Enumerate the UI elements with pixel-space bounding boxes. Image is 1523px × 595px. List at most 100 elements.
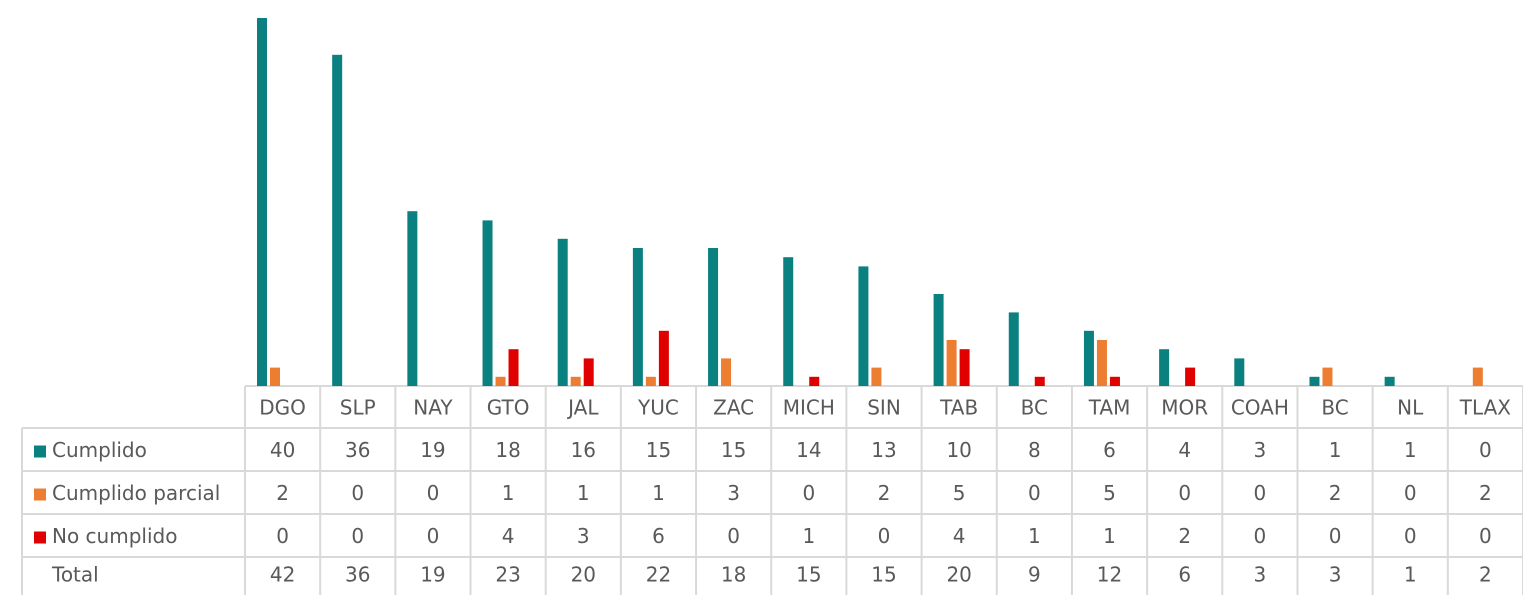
bar [809, 376, 820, 386]
table-value: 6 [652, 524, 665, 548]
table-value: 0 [727, 524, 740, 548]
total-value: 1 [1404, 563, 1417, 587]
bar [1008, 312, 1019, 386]
bar [495, 376, 506, 386]
category-label: TAM [1088, 396, 1131, 420]
legend-label: Cumplido parcial [52, 481, 220, 505]
bar [871, 367, 882, 386]
total-value: 20 [571, 563, 596, 587]
category-label: MOR [1161, 396, 1208, 420]
bar [407, 211, 418, 386]
category-label: BC [1021, 396, 1048, 420]
table-value: 0 [351, 524, 364, 548]
bar [658, 330, 669, 386]
table-value: 8 [1028, 438, 1041, 462]
legend-swatch [34, 488, 46, 501]
bar [1234, 358, 1245, 386]
category-label: SIN [867, 396, 901, 420]
table-value: 19 [420, 438, 445, 462]
table-value: 14 [796, 438, 821, 462]
bar [557, 238, 568, 386]
bar [257, 18, 267, 386]
bar [933, 294, 944, 386]
total-value: 3 [1329, 563, 1342, 587]
table-value: 0 [802, 481, 815, 505]
table-value: 0 [1404, 481, 1417, 505]
table-value: 0 [427, 524, 440, 548]
legend-label: Cumplido [52, 438, 147, 462]
bar [946, 340, 957, 386]
table-value: 1 [1404, 438, 1417, 462]
category-label: NAY [413, 396, 453, 420]
bar [1322, 367, 1333, 386]
table-value: 0 [1254, 524, 1267, 548]
bar [1384, 376, 1395, 386]
total-value: 19 [420, 563, 445, 587]
table-value: 3 [727, 481, 740, 505]
table-value: 0 [427, 481, 440, 505]
table-value: 4 [502, 524, 515, 548]
total-value: 42 [270, 563, 295, 587]
bar [482, 220, 493, 386]
bar [1034, 376, 1045, 386]
table-value: 0 [1028, 481, 1041, 505]
bar [583, 358, 594, 386]
table-value: 15 [646, 438, 671, 462]
category-label: TLAX [1459, 396, 1512, 420]
table-value: 0 [1479, 438, 1492, 462]
table-value: 13 [871, 438, 896, 462]
legend-swatch [34, 445, 46, 458]
table-value: 4 [953, 524, 966, 548]
table-value: 2 [276, 481, 289, 505]
category-label: ZAC [713, 396, 754, 420]
table-value: 1 [652, 481, 665, 505]
table-value: 0 [1178, 481, 1191, 505]
table-value: 10 [946, 438, 971, 462]
total-value: 15 [796, 563, 821, 587]
table-value: 1 [1103, 524, 1116, 548]
table-value: 1 [502, 481, 515, 505]
bar [270, 367, 280, 386]
bar [783, 257, 794, 386]
total-value: 36 [345, 563, 370, 587]
category-label: GTO [487, 396, 530, 420]
total-value: 12 [1097, 563, 1122, 587]
table-value: 5 [953, 481, 966, 505]
bar [1159, 349, 1170, 386]
table-value: 0 [1404, 524, 1417, 548]
category-label: MICH [783, 396, 835, 420]
category-label: COAH [1231, 396, 1289, 420]
table-value: 3 [577, 524, 590, 548]
table-value: 18 [495, 438, 520, 462]
table-value: 0 [351, 481, 364, 505]
total-label: Total [51, 563, 99, 587]
table-value: 40 [270, 438, 295, 462]
table-value: 1 [1028, 524, 1041, 548]
category-label: DGO [259, 396, 306, 420]
table-value: 16 [571, 438, 596, 462]
table-value: 3 [1254, 438, 1267, 462]
table-value: 0 [1479, 524, 1492, 548]
total-value: 15 [871, 563, 896, 587]
legend-label: No cumplido [52, 524, 177, 548]
bar [570, 376, 581, 386]
table-value: 36 [345, 438, 370, 462]
table-value: 4 [1178, 438, 1191, 462]
total-value: 2 [1479, 563, 1492, 587]
table-value: 0 [1329, 524, 1342, 548]
table-value: 1 [577, 481, 590, 505]
total-value: 23 [495, 563, 520, 587]
bar [1309, 376, 1320, 386]
total-value: 6 [1178, 563, 1191, 587]
table-value: 0 [276, 524, 289, 548]
bar [1109, 376, 1120, 386]
total-value: 22 [646, 563, 671, 587]
bar [708, 248, 719, 386]
bar [645, 376, 656, 386]
table-value: 15 [721, 438, 746, 462]
category-label: SLP [340, 396, 376, 420]
category-label: JAL [566, 396, 599, 420]
bar [721, 358, 732, 386]
table-value: 2 [1479, 481, 1492, 505]
